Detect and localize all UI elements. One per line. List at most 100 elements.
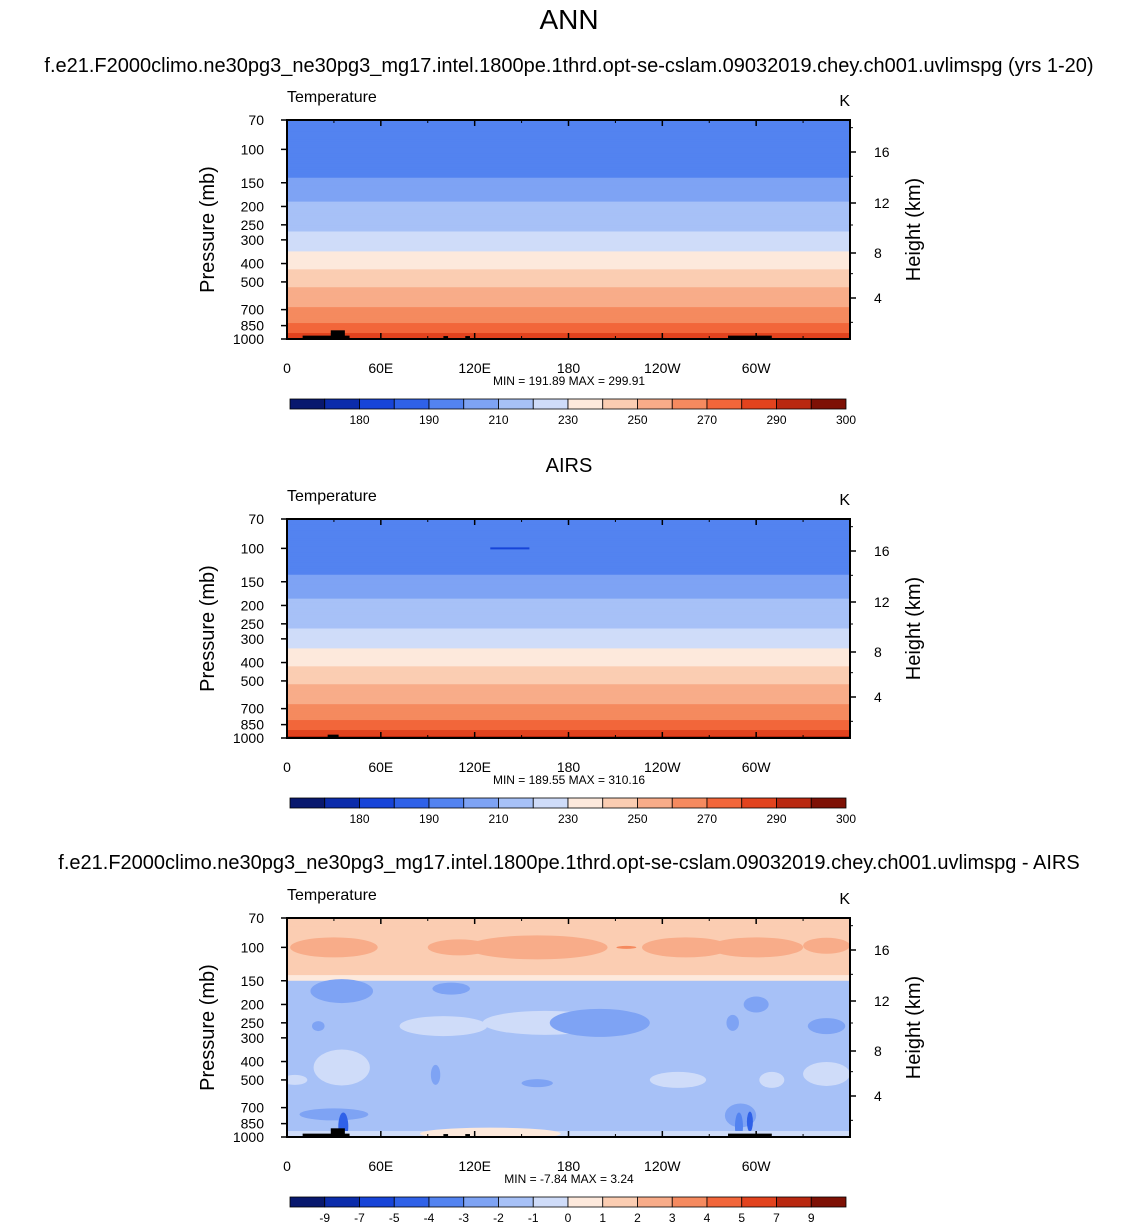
x-tick-label: 120W: [644, 1158, 681, 1174]
colorbar-label: 180: [349, 812, 369, 826]
colorbar-label: -9: [319, 1211, 330, 1225]
colorbar-box: [671, 398, 708, 410]
colorbar-box: [463, 398, 499, 410]
contour-band: [287, 249, 850, 253]
contour-band: [287, 610, 850, 614]
y-tick-label: 200: [241, 597, 265, 613]
y-tick-label: 850: [241, 717, 265, 733]
contour-band: [287, 125, 850, 129]
contour-band: [287, 692, 850, 695]
colorbar-label: 9: [808, 1211, 815, 1225]
contour-band: [287, 714, 850, 717]
x-tick-label: 120E: [458, 360, 491, 376]
colorbar-box: [428, 1196, 465, 1208]
contour-band: [287, 636, 850, 640]
contour-band: [287, 720, 850, 723]
contour-band: [287, 704, 850, 707]
contour-band: [287, 325, 850, 328]
contour-blob: [430, 1064, 441, 1085]
panel-left-label: Temperature: [287, 488, 377, 505]
colorbar-box: [463, 1196, 499, 1208]
colorbar-box: [776, 398, 812, 410]
y-tick-label: 300: [241, 1030, 265, 1046]
contour-band: [287, 642, 850, 646]
contour-band: [287, 255, 850, 259]
colorbar-label: 300: [836, 812, 856, 826]
colorbar-box: [532, 797, 569, 809]
contour-band: [287, 269, 850, 273]
contour-band: [287, 634, 850, 638]
terrain-block: [330, 1128, 345, 1137]
contour-field: [287, 519, 850, 738]
contour-band: [287, 169, 850, 173]
contour-band: [287, 295, 850, 298]
colorbar-box: [428, 797, 465, 809]
terrain-block: [327, 734, 339, 738]
contour-band: [287, 716, 850, 719]
contour-blob: [521, 1079, 553, 1088]
contour-band: [287, 680, 850, 684]
colorbar-label: 230: [558, 413, 578, 427]
colorbar-label: 7: [773, 1211, 780, 1225]
y-tick-label: 700: [241, 1100, 265, 1116]
contour-blob: [419, 1127, 561, 1137]
x-tick-label: 120W: [644, 360, 681, 376]
contour-band: [287, 331, 850, 334]
contour-blob: [803, 1061, 850, 1086]
contour-band: [287, 662, 850, 666]
contour-band: [287, 658, 850, 662]
y-axis-label: Pressure (mb): [197, 565, 219, 692]
diff-title: f.e21.F2000climo.ne30pg3_ne30pg3_mg17.in…: [58, 852, 1079, 874]
contour-band: [287, 696, 850, 699]
colorbar-box: [671, 797, 708, 809]
contour-band: [287, 219, 850, 223]
contour-band: [287, 538, 850, 542]
contour-blob: [310, 979, 374, 1004]
contour-band: [287, 558, 850, 562]
panel-model: Temperature K 0 60E 120E 180 120W 60W 70 100 150…: [197, 89, 925, 427]
contour-band: [287, 183, 850, 187]
case-title: f.e21.F2000climo.ne30pg3_ne30pg3_mg17.in…: [44, 55, 1093, 77]
y-tick-label: 1000: [233, 331, 264, 347]
contour-band: [287, 179, 850, 183]
x-tick-label: 60W: [742, 759, 772, 775]
panel-left-label: Temperature: [287, 89, 377, 106]
contour-band: [287, 163, 850, 167]
colorbar-box: [289, 797, 326, 809]
contour-blob: [549, 1008, 650, 1037]
colorbar-label: 5: [738, 1211, 745, 1225]
colorbar-box: [359, 797, 395, 809]
contour-band: [287, 207, 850, 211]
contour-band: [287, 524, 850, 528]
contour-band: [287, 265, 850, 269]
contour-blob: [312, 1021, 325, 1032]
contour-band: [287, 257, 850, 261]
panel-units-label: K: [839, 492, 850, 509]
y-tick-label: 250: [241, 217, 265, 233]
contour-band: [287, 311, 850, 314]
right-tick-label: 4: [874, 689, 882, 705]
contour-band: [287, 129, 850, 133]
contour-band: [287, 548, 850, 552]
contour-band: [287, 259, 850, 263]
contour-blob: [649, 1071, 707, 1088]
contour-band: [287, 315, 850, 318]
right-tick-label: 4: [874, 1088, 882, 1104]
contour-band: [287, 566, 850, 570]
contour-band: [287, 127, 850, 131]
contour-field: [287, 918, 850, 1137]
contour-band: [287, 564, 850, 568]
colorbar-box: [706, 797, 743, 809]
contour-band: [287, 235, 850, 239]
colorbar-label: 2: [634, 1211, 641, 1225]
colorbar-label: -7: [354, 1211, 365, 1225]
contour-band: [287, 676, 850, 680]
x-tick-label: 180: [557, 1158, 581, 1174]
colorbar-box: [289, 1196, 326, 1208]
contour-band: [287, 706, 850, 709]
y-tick-label: 300: [241, 232, 265, 248]
contour-band: [287, 616, 850, 620]
colorbar-box: [359, 1196, 395, 1208]
contour-band: [287, 157, 850, 161]
contour-band: [287, 271, 850, 275]
